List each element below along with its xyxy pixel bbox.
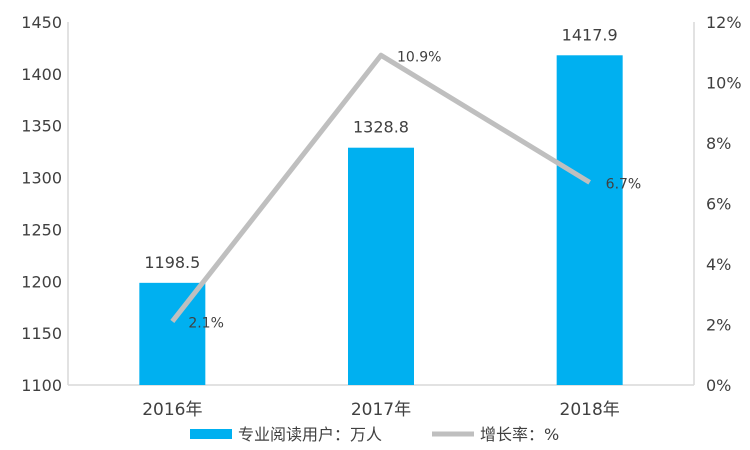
bar-data-label: 1417.9 (562, 25, 618, 44)
y-left-tick-labels: 1100 1150 1200 1250 1300 1350 1400 1450 (21, 13, 62, 395)
y-left-tick-label: 1200 (21, 272, 62, 291)
x-tick-label: 2016年 (142, 400, 202, 420)
x-tick-label: 2018年 (560, 400, 620, 420)
x-tick-labels: 2016年 2017年 2018年 (142, 400, 620, 420)
x-tick-label: 2017年 (351, 400, 411, 420)
y-right-tick-label: 8% (706, 134, 731, 153)
legend-line-label: 增长率：% (480, 425, 559, 444)
bar (139, 282, 206, 385)
bar-data-label: 1328.8 (353, 118, 409, 137)
line-series (170, 52, 591, 324)
y-left-tick-label: 1450 (21, 13, 62, 32)
legend: 专业阅读用户：万人 增长率：% (190, 425, 559, 444)
y-right-tick-label: 10% (706, 74, 742, 93)
bar-series (139, 55, 623, 385)
y-right-tick-label: 2% (706, 316, 731, 335)
line-data-labels: 2.1% 10.9% 6.7% (188, 49, 641, 331)
y-left-tick-label: 1250 (21, 220, 62, 239)
growth-rate-line (170, 52, 591, 324)
y-left-tick-label: 1300 (21, 169, 62, 188)
y-left-tick-label: 1150 (21, 324, 62, 343)
legend-bar-swatch (190, 429, 232, 439)
line-data-label: 2.1% (188, 315, 224, 331)
y-right-tick-label: 4% (706, 255, 731, 274)
y-right-tick-label: 6% (706, 195, 731, 214)
bar (556, 55, 623, 385)
line-data-label: 6.7% (606, 176, 642, 192)
y-right-tick-label: 12% (706, 13, 742, 32)
bar-data-label: 1198.5 (144, 253, 200, 272)
line-data-label: 10.9% (397, 49, 441, 65)
y-right-tick-labels: 0% 2% 4% 6% 8% 10% 12% (706, 13, 742, 395)
legend-bar-label: 专业阅读用户：万人 (238, 425, 382, 444)
y-left-tick-label: 1400 (21, 65, 62, 84)
bar (348, 147, 414, 385)
y-right-tick-label: 0% (706, 376, 731, 395)
y-left-tick-label: 1100 (21, 376, 62, 395)
y-left-tick-label: 1350 (21, 117, 62, 136)
bar-data-labels: 1198.5 1328.8 1417.9 (144, 25, 617, 272)
